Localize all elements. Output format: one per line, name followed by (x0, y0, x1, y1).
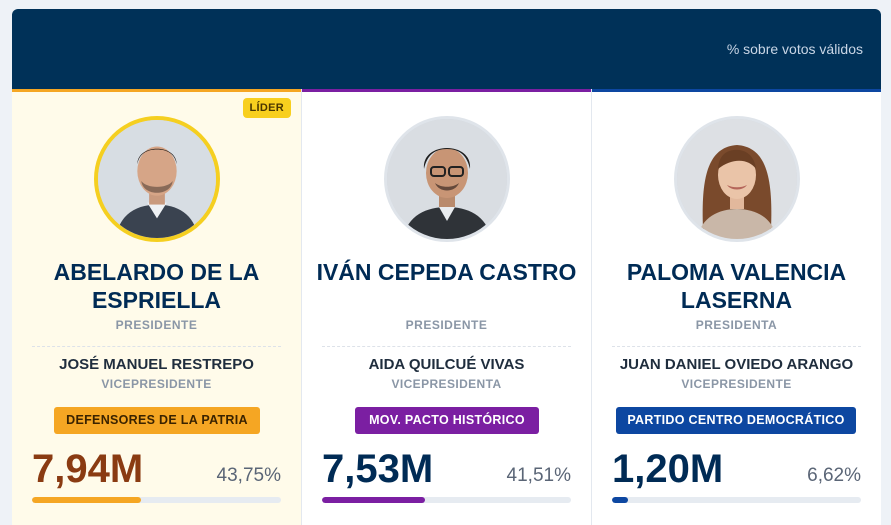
vote-share-bar (612, 497, 861, 503)
card-accent-strip (302, 89, 591, 92)
party-label: DEFENSORES DE LA PATRIA (54, 407, 260, 434)
card-divider (322, 346, 571, 347)
candidate-name: IVÁN CEPEDA CASTRO (316, 259, 577, 285)
vote-percentage: 41,51% (506, 465, 571, 486)
results-subtitle: % sobre votos válidos (726, 41, 863, 57)
vote-count: 7,53M (322, 447, 434, 491)
vote-count: 7,94M (32, 447, 144, 491)
results-panel: % sobre votos válidos LÍDER ABELARDO DE … (12, 9, 881, 525)
results-header: % sobre votos válidos (12, 9, 881, 89)
vice-candidate-name: JOSÉ MANUEL RESTREPO (59, 356, 254, 373)
candidate-photo (93, 116, 220, 242)
candidate-card-3[interactable]: PALOMA VALENCIA LASERNA PRESIDENTA JUAN … (592, 89, 881, 525)
candidate-name: ABELARDO DE LA ESPRIELLA (53, 259, 260, 313)
candidate-photo (383, 116, 510, 242)
party-label: MOV. PACTO HISTÓRICO (355, 407, 539, 434)
vote-count: 1,20M (612, 447, 724, 491)
vote-share-bar (322, 497, 571, 503)
candidate-name: PALOMA VALENCIA LASERNA (626, 259, 847, 313)
candidate-role: PRESIDENTE (115, 318, 198, 332)
vote-share-fill (32, 497, 141, 503)
vote-share-bar (32, 497, 281, 503)
vote-share-fill (322, 497, 426, 503)
party-label: PARTIDO CENTRO DEMOCRÁTICO (616, 407, 856, 434)
vice-candidate-role: VICEPRESIDENTA (391, 377, 502, 391)
candidate-card-2[interactable]: IVÁN CEPEDA CASTRO PRESIDENTE AIDA QUILC… (302, 89, 592, 525)
card-divider (32, 346, 281, 347)
vote-percentage: 43,75% (216, 465, 281, 486)
card-accent-strip (12, 89, 301, 92)
vice-candidate-role: VICEPRESIDENTE (681, 377, 792, 391)
candidate-photo (673, 116, 800, 242)
vice-candidate-name: JUAN DANIEL OVIEDO ARANGO (619, 356, 854, 373)
candidate-role: PRESIDENTA (695, 318, 778, 332)
candidate-role: PRESIDENTE (405, 318, 488, 332)
vote-percentage: 6,62% (807, 465, 861, 486)
vote-share-fill (612, 497, 629, 503)
card-accent-strip (592, 89, 881, 92)
card-divider (612, 346, 861, 347)
leader-badge: LÍDER (242, 98, 291, 118)
vice-candidate-role: VICEPRESIDENTE (101, 377, 212, 391)
vice-candidate-name: AIDA QUILCUÉ VIVAS (368, 356, 525, 373)
candidate-card-1[interactable]: LÍDER ABELARDO DE LA ESPRIELLA PRESIDENT… (12, 89, 302, 525)
